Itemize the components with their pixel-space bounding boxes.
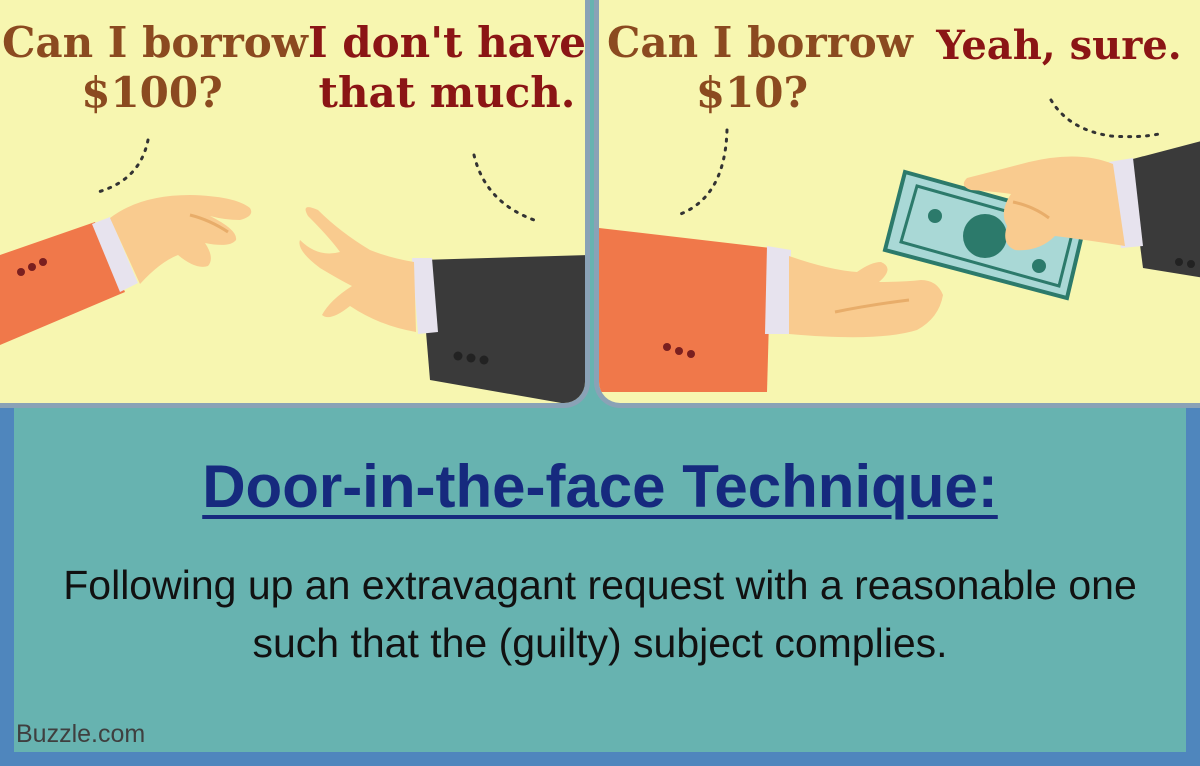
speech-line: $100? (81, 68, 223, 118)
speech-line: Can I borrow (2, 18, 308, 67)
speech-response-agree: Yeah, sure. (917, 22, 1200, 70)
orange-sleeve-hand-right (599, 228, 943, 392)
speech-line: I don't have (308, 18, 586, 67)
speech-tail-request (96, 138, 150, 194)
dark-sleeve-hand-right-panel (963, 141, 1200, 278)
comic-panel-left: Can I borrow $100? I don't have that muc… (0, 0, 590, 408)
speech-request-100: Can I borrow $100? (2, 18, 308, 119)
technique-title: Door-in-the-face Technique: (14, 452, 1186, 521)
orange-sleeve-hand-left (0, 195, 252, 345)
speech-tail-response (1049, 98, 1161, 139)
dark-sleeve-hand-left-panel (299, 207, 585, 403)
speech-response-refuse: I don't have that much. (308, 18, 586, 119)
speech-tail-request (673, 128, 729, 218)
technique-title-text: Door-in-the-face Technique: (202, 453, 998, 520)
panel-right-illustration (599, 98, 1200, 392)
caption-area: Door-in-the-face Technique: Following up… (14, 408, 1186, 752)
speech-line: Can I borrow (607, 18, 913, 67)
technique-description: Following up an extravagant request with… (63, 562, 1137, 666)
comic-panel-right: Can I borrow $10? Yeah, sure. (594, 0, 1200, 408)
speech-request-10: Can I borrow $10? (607, 18, 913, 119)
speech-line: that much. (318, 68, 576, 118)
brand-watermark: Buzzle.com (16, 720, 146, 748)
speech-tail-response (472, 153, 542, 224)
speech-line: Yeah, sure. (936, 22, 1182, 69)
speech-line: $10? (695, 68, 809, 118)
panel-left-illustration (0, 138, 585, 403)
